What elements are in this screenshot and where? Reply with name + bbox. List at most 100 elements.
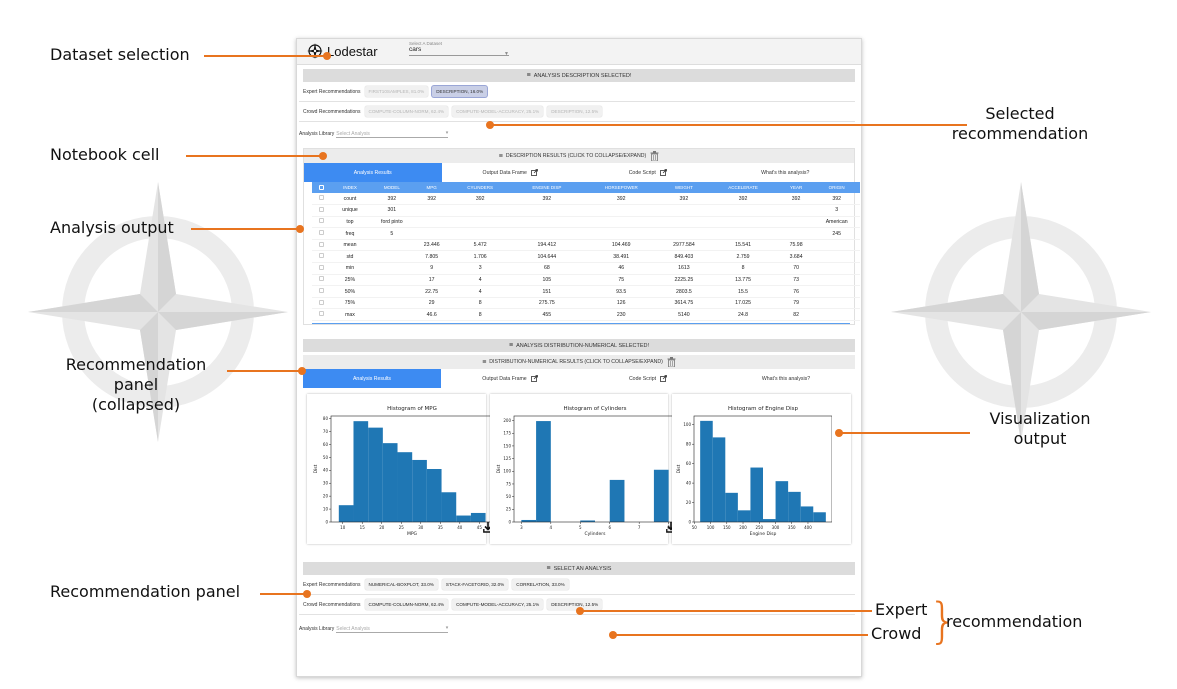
chart-title: Histogram of Cylinders [563, 406, 626, 412]
column-header[interactable]: HORSEPOWER [581, 182, 661, 193]
tab-analysis-results[interactable]: Analysis Results [303, 369, 441, 389]
dataset-select[interactable]: Select A Dataset cars ▼ [409, 41, 509, 57]
row-checkbox[interactable] [312, 297, 332, 310]
table-cell: 275.75 [511, 297, 582, 310]
table-cell: 849.403 [660, 250, 708, 264]
cell-header-text: DESCRIPTION RESULTS (CLICK TO COLLAPSE/E… [505, 153, 647, 159]
table-cell: 392 [414, 193, 449, 206]
tab-whats-this-analysis[interactable]: What's this analysis? [716, 163, 854, 182]
table-cell: 8 [448, 297, 512, 310]
callout-brace: } [928, 593, 959, 649]
table-cell: 8 [707, 262, 779, 275]
table-cell: 70 [778, 262, 814, 275]
external-link-icon [531, 169, 538, 176]
analysis-library-select[interactable]: Select Analysis [336, 625, 449, 633]
tab-label: Analysis Results [352, 375, 392, 382]
rec-chip-compute-model-accuracy[interactable]: COMPUTE-MODEL-ACCURACY, 25.1% [452, 106, 544, 117]
recommendation-panel[interactable]: ≡ SELECT AN ANALYSIS [303, 562, 855, 576]
y-tick-label: 150 [503, 443, 511, 448]
tab-output-data-frame[interactable]: Output Data Frame [441, 369, 579, 389]
row-checkbox[interactable] [312, 239, 332, 252]
cell-header[interactable]: ≡ DESCRIPTION RESULTS (CLICK TO COLLAPSE… [304, 149, 854, 163]
callout-text: Visualization [989, 409, 1091, 428]
row-checkbox[interactable] [312, 227, 332, 240]
row-checkbox[interactable] [312, 204, 332, 217]
x-tick-label: 20 [379, 525, 385, 530]
cell-header[interactable]: ≡ DISTRIBUTION-NUMERICAL RESULTS (CLICK … [303, 355, 855, 370]
table-cell: 392 [368, 193, 415, 206]
rec-chip-correlation[interactable]: CORRELATION, 33.0% [512, 579, 569, 591]
row-checkbox[interactable] [312, 250, 332, 264]
table-cell: 5.472 [448, 239, 512, 252]
table-row: std 7.805 1.706 104.644 38.491 849.403 2.759 3.… [312, 250, 860, 264]
table-cell [778, 227, 814, 240]
row-checkbox[interactable] [312, 262, 332, 275]
select-all-checkbox[interactable] [312, 182, 332, 193]
tab-whats-this-analysis[interactable]: What's this analysis? [717, 369, 855, 389]
column-header[interactable]: MODEL [368, 182, 415, 193]
rec-chip-numerical-boxplot[interactable]: NUMERICAL-BOXPLOT, 33.0% [364, 579, 438, 591]
rec-chip-compute-model-accuracy[interactable]: COMPUTE-MODEL-ACCURACY, 25.1% [452, 599, 544, 611]
recommendation-panel-collapsed[interactable]: ≡ ANALYSIS DISTRIBUTION-NUMERICAL SELECT… [303, 339, 855, 353]
recommendation-panel-header[interactable]: ≡ ANALYSIS DESCRIPTION SELECTED! [303, 69, 855, 82]
tab-label: Analysis Results [353, 169, 392, 176]
table-cell: 392 [707, 193, 779, 206]
rec-chip-compute-column-norm[interactable]: COMPUTE-COLUMN-NORM, 62.4% [364, 106, 449, 117]
table-cell: 194.412 [511, 239, 582, 252]
histogram-bar [725, 492, 739, 523]
notebook-cell-description: ≡ DESCRIPTION RESULTS (CLICK TO COLLAPSE… [303, 148, 860, 326]
table-cell [581, 204, 661, 217]
histogram-bar [368, 427, 383, 523]
table-cell [368, 274, 415, 287]
tab-output-data-frame[interactable]: Output Data Frame [441, 163, 579, 182]
table-cell: 3614.75 [660, 297, 708, 310]
analysis-library-select[interactable]: Select Analysis [336, 130, 449, 138]
table-cell [660, 227, 708, 240]
row-checkbox[interactable] [312, 285, 332, 298]
column-header[interactable]: ACCELERATE [707, 182, 779, 193]
column-header[interactable]: ORIGIN [813, 182, 860, 193]
table-cell [368, 297, 415, 310]
table-cell: mean [331, 239, 369, 252]
rec-chip-description[interactable]: DESCRIPTION, 12.5% [547, 106, 603, 117]
rec-chip-description-selected[interactable]: DESCRIPTION, 16.0% [432, 86, 488, 97]
table-cell [581, 216, 661, 229]
column-header[interactable]: CYLINDERS [448, 182, 512, 193]
callout-text: Selected [985, 104, 1055, 123]
trash-icon[interactable] [650, 151, 659, 161]
table-cell [813, 239, 860, 252]
top-bar: Lodestar Select A Dataset cars ▼ [297, 39, 861, 65]
y-tick-label: 0 [508, 519, 511, 524]
column-header[interactable]: ENGINE DISP [511, 182, 582, 193]
callout-line [609, 631, 868, 639]
rec-chip-description[interactable]: DESCRIPTION, 12.5% [547, 599, 603, 611]
row-checkbox[interactable] [312, 216, 332, 229]
column-header[interactable]: MPG [414, 182, 449, 193]
table-row: 75% 29 8 275.75 126 3614.75 17.025 79 [312, 297, 860, 310]
callout-text: (collapsed) [91, 395, 181, 414]
chart-title: Histogram of Engine Disp [728, 406, 799, 412]
table-cell: 104.469 [581, 239, 661, 252]
callout-analysis-output: Analysis output [50, 218, 174, 237]
column-header[interactable]: INDEX [331, 182, 369, 193]
callout-recommendation-panel: Recommendation panel [50, 582, 241, 601]
tab-code-script[interactable]: Code Script [579, 369, 717, 389]
y-tick-label: 20 [686, 500, 692, 505]
y-tick-label: 70 [323, 429, 329, 434]
rec-chip-first10samples[interactable]: FIRST10SAMPLES, 81.0% [364, 86, 429, 97]
table-cell: count [331, 193, 369, 206]
column-header[interactable]: YEAR [778, 182, 814, 193]
rec-chip-compute-column-norm[interactable]: COMPUTE-COLUMN-NORM, 62.4% [364, 599, 449, 611]
tab-code-script[interactable]: Code Script [579, 163, 717, 182]
table-cell [813, 285, 860, 298]
table-cell: 5140 [660, 308, 708, 322]
tab-analysis-results[interactable]: Analysis Results [304, 163, 442, 182]
row-checkbox[interactable] [312, 274, 332, 287]
column-header[interactable]: WEIGHT [660, 182, 708, 193]
table-cell: 75% [331, 297, 369, 310]
row-checkbox[interactable] [312, 308, 332, 322]
rec-chip-stack-facetgrid[interactable]: STACK-FACETGRID, 32.0% [441, 579, 509, 591]
trash-icon[interactable] [667, 357, 676, 368]
x-tick-label: 150 [723, 525, 731, 530]
row-checkbox[interactable] [312, 193, 332, 206]
